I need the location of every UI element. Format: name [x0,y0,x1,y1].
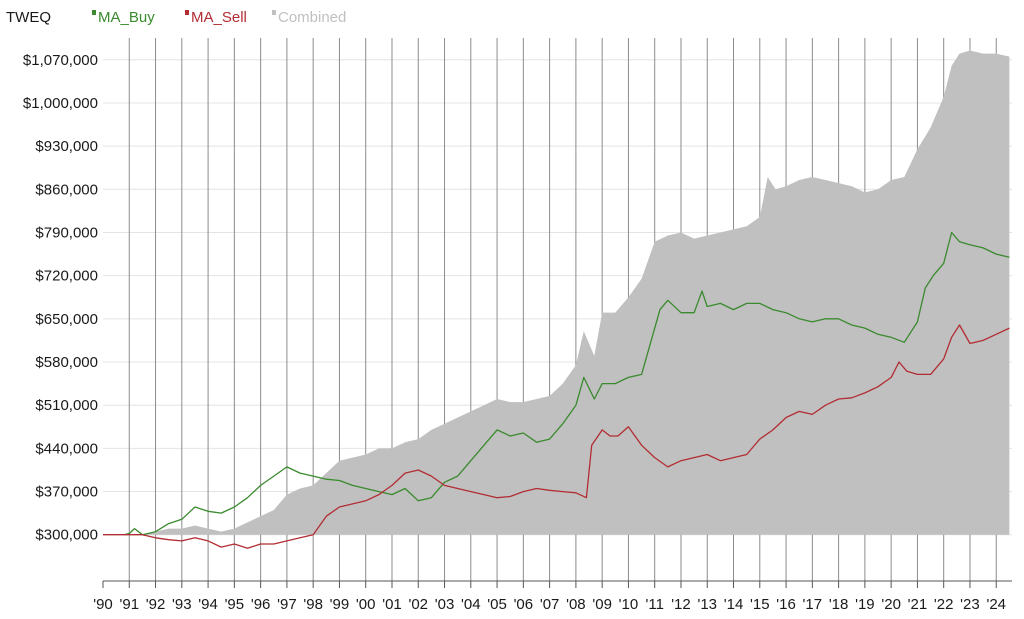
legend-item-ma-sell: MA_Sell [185,9,247,26]
legend-label: MA_Sell [191,9,247,26]
x-tick-label: '18 [829,596,849,613]
x-tick-label: '99 [330,596,350,613]
x-tick-label: '03 [435,596,455,613]
x-tick-label: '02 [408,596,428,613]
x-tick-label: '21 [908,596,928,613]
x-tick-label: '06 [514,596,534,613]
x-tick-label: '04 [461,596,481,613]
x-tick-label: '22 [934,596,954,613]
x-tick-label: '97 [277,596,297,613]
x-tick-label: '09 [592,596,612,613]
y-tick-label: $440,000 [35,440,98,457]
y-tick-label: $580,000 [35,354,98,371]
plot-area [103,50,1010,549]
x-tick-label: '24 [986,596,1006,613]
x-axis: '90 '91 '92 '93 '94 '95 '96 '97 '98 '99 '00 '01 '02 '… [93,580,1012,613]
series-line-ma-sell [103,324,1010,549]
x-tick-label: '91 [119,596,139,613]
y-tick-label: $790,000 [35,224,98,241]
x-tick-label: '10 [619,596,639,613]
x-tick-label: '19 [855,596,875,613]
x-tick-label: '14 [724,596,744,613]
x-tick-label: '00 [356,596,376,613]
y-tick-label: $370,000 [35,484,98,501]
x-tick-label: '94 [198,596,218,613]
y-tick-label: $930,000 [35,138,98,155]
y-tick-label: $650,000 [35,311,98,328]
x-tick-label: '01 [382,596,402,613]
x-tick-label: '96 [251,596,271,613]
legend-swatch [185,10,189,15]
x-tick-label: '05 [487,596,507,613]
legend-label: MA_Buy [98,9,155,26]
x-tick-label: '12 [671,596,691,613]
chart-title: TWEQ [6,9,51,26]
y-axis: $300,000 $370,000 $440,000 $510,000 $580,000… [23,52,98,544]
legend-swatch [92,10,96,15]
x-tick-label: '92 [146,596,166,613]
x-tick-label: '95 [225,596,245,613]
x-tick-label: '23 [960,596,980,613]
x-tick-label: '93 [172,596,192,613]
legend-item-ma-buy: MA_Buy [92,9,155,26]
y-tick-label: $720,000 [35,268,98,285]
series-area-combined [124,50,1010,535]
y-tick-label: $1,000,000 [23,95,98,112]
x-tick-label: '98 [303,596,323,613]
legend-label: Combined [278,9,346,26]
series-line-ma-buy [123,231,1010,536]
x-tick-label: '90 [93,596,113,613]
y-tick-label: $860,000 [35,181,98,198]
x-tick-label: '07 [540,596,560,613]
x-tick-label: '17 [803,596,823,613]
y-tick-label: $510,000 [35,397,98,414]
x-tick-label: '16 [776,596,796,613]
x-tick-label: '08 [566,596,586,613]
y-tick-label: $1,070,000 [23,52,98,69]
x-tick-label: '20 [881,596,901,613]
y-tick-label: $300,000 [35,527,98,544]
legend-swatch [272,10,276,15]
x-tick-label: '11 [645,596,663,613]
legend-item-combined: Combined [272,9,346,26]
x-tick-label: '15 [750,596,770,613]
legend: MA_Buy MA_Sell Combined [92,9,346,26]
x-tick-label: '13 [697,596,717,613]
